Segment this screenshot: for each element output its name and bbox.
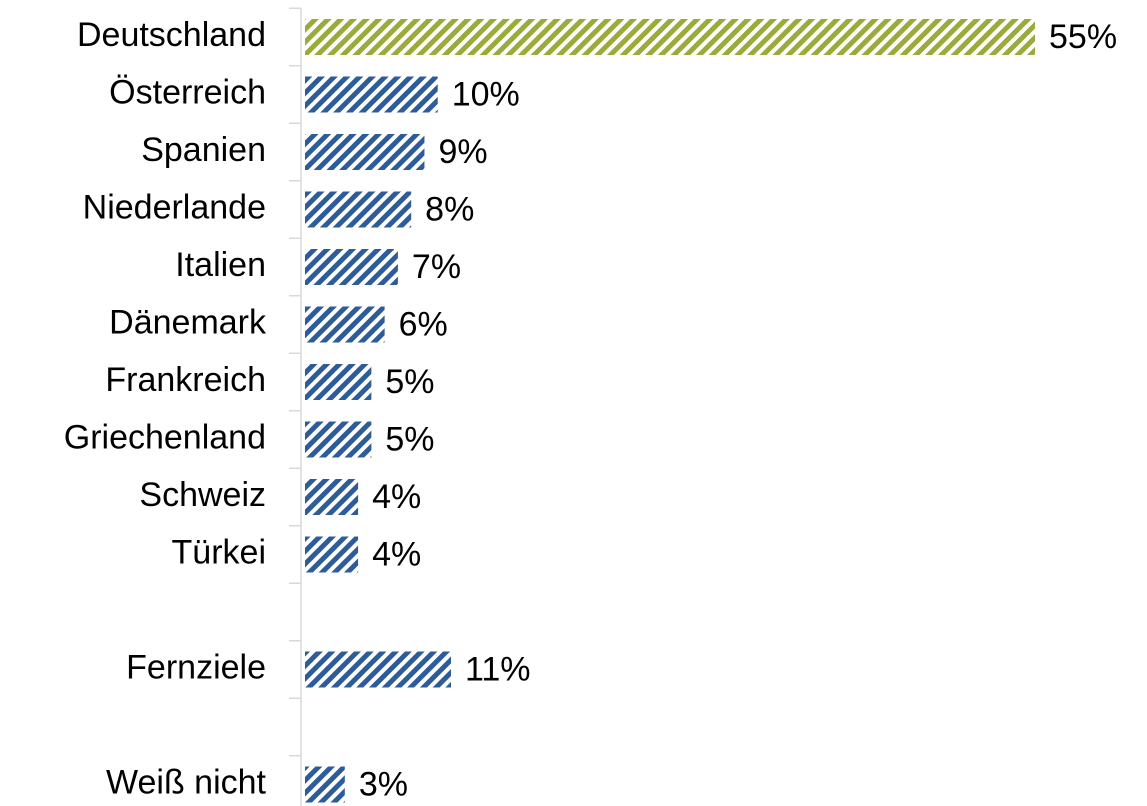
bar: [305, 766, 345, 803]
bar: [305, 76, 438, 113]
data-label: 5%: [385, 420, 434, 458]
bar: [305, 191, 412, 228]
category-label: Italien: [175, 246, 266, 284]
data-label: 4%: [372, 478, 421, 516]
category-label: Weiß nicht: [106, 763, 267, 801]
data-label: 10%: [452, 75, 520, 113]
bar: [305, 249, 398, 285]
category-label: Schweiz: [139, 476, 266, 514]
data-label: 8%: [425, 190, 474, 228]
bar: [305, 421, 372, 458]
category-label: Türkei: [172, 533, 266, 571]
bar: [305, 479, 359, 515]
bar: [305, 134, 425, 170]
category-label: Griechenland: [64, 418, 266, 456]
data-label: 11%: [465, 650, 531, 688]
data-label: 7%: [412, 248, 461, 286]
category-label: Niederlande: [83, 188, 266, 226]
bar: [305, 19, 1035, 55]
category-label: Spanien: [141, 131, 266, 169]
data-label: 9%: [438, 133, 487, 171]
data-label: 6%: [399, 305, 448, 343]
category-label: Dänemark: [109, 303, 267, 341]
bar: [305, 364, 372, 400]
bar: [305, 306, 385, 343]
data-label: 4%: [372, 535, 421, 573]
category-label: Deutschland: [77, 16, 266, 54]
category-label: Fernziele: [126, 648, 266, 686]
category-label: Frankreich: [105, 361, 266, 399]
data-label: 3%: [359, 765, 408, 803]
category-label: Österreich: [109, 73, 266, 111]
data-label: 55%: [1049, 18, 1117, 56]
bar: [305, 536, 359, 573]
data-label: 5%: [385, 363, 434, 401]
bar: [305, 651, 451, 688]
